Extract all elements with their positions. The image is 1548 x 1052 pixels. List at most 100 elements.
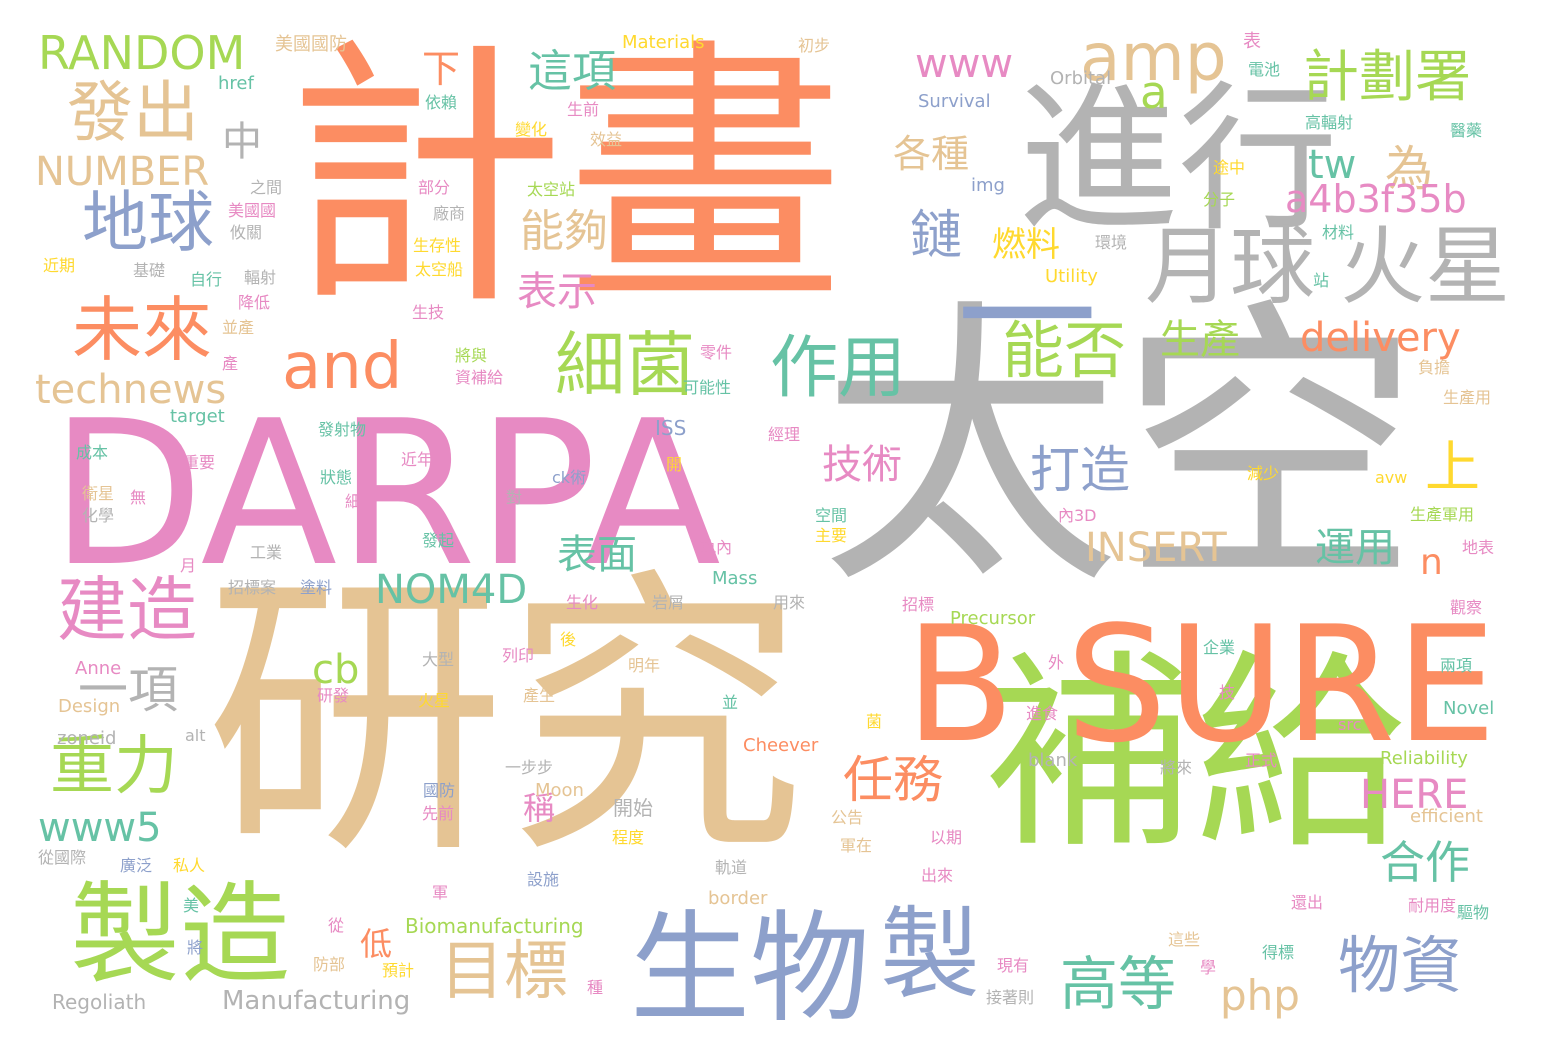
cloud-word-term-123: 細 (345, 492, 362, 511)
cloud-word-term-60: 低 (360, 925, 393, 963)
cloud-word-term-89: 環境 (1095, 233, 1128, 252)
cloud-word-term-189: 驅物 (1457, 903, 1490, 922)
cloud-word-term-78: 效益 (590, 130, 623, 149)
cloud-word-moon-170: Moon (535, 780, 584, 801)
cloud-word-term-127: 生產軍用 (1410, 505, 1475, 524)
cloud-word-term-135: 招標案 (228, 578, 277, 597)
cloud-word-term-35: 中 (222, 119, 262, 165)
cloud-word-term-33: 為 (1385, 141, 1434, 197)
cloud-word-term-100: 並產 (222, 318, 255, 337)
cloud-word-term-178: 從國際 (38, 848, 87, 867)
cloud-word-term-99: 生技 (412, 303, 445, 322)
cloud-word-term-122: 化學 (82, 506, 115, 525)
cloud-word-random-28: RANDOM (38, 26, 246, 80)
cloud-word-img-83: img (971, 175, 1005, 196)
cloud-word-term-169: 國防 (423, 781, 456, 800)
cloud-word-term-105: 可能性 (683, 378, 732, 397)
cloud-word-term-9: 製 (880, 896, 980, 1013)
cloud-word-term-137: 生化 (566, 593, 599, 612)
cloud-word-term-87: 攸關 (230, 223, 263, 242)
cloud-word-term-106: 負擔 (1418, 358, 1451, 377)
cloud-word-term-199: 接著則 (986, 988, 1035, 1007)
cloud-word-tw-38: tw (1308, 142, 1357, 188)
cloud-word-iss-110: ISS (655, 416, 687, 440)
cloud-word-term-186: 還出 (1291, 893, 1324, 912)
cloud-word-term-111: 經理 (768, 425, 801, 444)
cloud-word-term-41: 燃料 (992, 225, 1060, 265)
cloud-word-term-129: 工業 (250, 543, 283, 562)
cloud-word-orbital-71: Orbital (1050, 68, 1112, 89)
cloud-word-survival-73: Survival (918, 91, 991, 112)
cloud-word-term-179: 廣泛 (120, 856, 153, 875)
cloud-word-term-65: 美國國防 (275, 34, 347, 55)
cloud-word-term-13: 細菌 (555, 324, 695, 406)
cloud-word-blank-164: blank (1028, 750, 1078, 771)
cloud-word-src-163: src (1338, 715, 1362, 734)
cloud-word-reliability-165: Reliability (1380, 748, 1468, 769)
cloud-word-term-187: 耐用度 (1408, 896, 1457, 915)
cloud-word-insert-49: INSERT (1085, 525, 1227, 571)
cloud-word-term-80: 部分 (418, 178, 451, 197)
cloud-word-term-143: 後 (560, 630, 577, 649)
cloud-word-term-183: 出來 (921, 866, 954, 885)
cloud-word-manufacturing-62: Manufacturing (222, 986, 411, 1016)
cloud-word-term-104: 資補給 (455, 368, 504, 387)
cloud-word-a4b3f35b-39: a4b3f35b (1285, 177, 1467, 221)
cloud-word-term-22: 計劃署 (1303, 45, 1471, 110)
cloud-word-amp-20: amp (1080, 19, 1227, 96)
cloud-word-term-150: 產生 (523, 686, 556, 705)
cloud-word-term-144: 企業 (1203, 638, 1236, 657)
cloud-word-term-151: 外 (1048, 653, 1065, 672)
cloud-word-www5-56: www5 (38, 805, 162, 851)
cloud-word-term-57: 稱 (523, 789, 556, 827)
cloud-word-term-47: 技術 (822, 442, 902, 488)
cloud-word-here-58: HERE (1360, 772, 1469, 818)
cloud-word-term-120: 狀態 (320, 468, 353, 487)
cloud-word-term-139: 用來 (773, 593, 806, 612)
cloud-word-term-5: 補給 (985, 632, 1406, 877)
cloud-word-term-75: 高輻射 (1305, 113, 1354, 132)
cloud-word-number-34: NUMBER (35, 149, 210, 195)
cloud-word-term-157: 並 (722, 693, 739, 712)
cloud-word-term-16: 發出 (67, 74, 199, 151)
cloud-word-term-92: 基礎 (133, 261, 166, 280)
cloud-word-term-152: 兩項 (1440, 656, 1473, 675)
cloud-word-term-172: 公告 (831, 808, 864, 827)
cloud-word-delivery-44: delivery (1300, 315, 1461, 361)
cloud-word-darpa-3: DARPA (50, 378, 721, 611)
cloud-word-term-74: 生前 (567, 100, 600, 119)
cloud-word-term-46: 打造 (1030, 441, 1130, 499)
cloud-word-design-153: Design (58, 696, 121, 717)
cloud-word-term-98: 降低 (238, 293, 271, 312)
cloud-word-term-85: 美國國 (228, 201, 277, 220)
cloud-word-cheever-162: Cheever (743, 735, 819, 756)
cloud-word-materials-66: Materials (622, 32, 705, 53)
cloud-word-term-95: 站 (1313, 271, 1330, 290)
cloud-word-anne-147: Anne (75, 658, 122, 679)
cloud-word-term-42: 表示 (517, 269, 597, 315)
cloud-word-term-107: 生產用 (1443, 388, 1492, 407)
cloud-word-www-29: www (915, 41, 1014, 87)
cloud-word-term-197: 學 (1200, 958, 1217, 977)
cloud-word-term-96: 自行 (190, 270, 223, 289)
cloud-word-term-101: 將與 (455, 346, 488, 365)
cloud-word-mass-134: Mass (712, 568, 758, 589)
cloud-word-term-167: 將來 (1160, 758, 1193, 777)
cloud-word-term-19: 能否 (1002, 314, 1127, 387)
cloud-word-term-176: 以期 (930, 828, 963, 847)
cloud-word-utility-94: Utility (1045, 266, 1098, 287)
cloud-word-precursor-141: Precursor (950, 608, 1036, 629)
cloud-word-term-36: 下 (422, 47, 461, 91)
cloud-word-term-93: 太空船 (415, 260, 464, 279)
cloud-word-term-128: 主要 (815, 526, 848, 545)
cloud-word-term-25: 物資 (1338, 929, 1463, 1002)
cloud-word-term-174: 先前 (422, 804, 455, 823)
cloud-word-term-154: 火星 (418, 691, 451, 710)
cloud-word-term-180: 私人 (173, 856, 206, 875)
cloud-word-term-77: 變化 (515, 120, 548, 139)
cloud-word-term-4: 進行 (1018, 66, 1339, 253)
cloud-word-term-116: 減少 (1247, 464, 1280, 483)
cloud-word-php-61: php (1220, 971, 1300, 1020)
cloud-word-term-119: 無 (130, 488, 147, 507)
cloud-word-term-0: 計畫 (285, 17, 845, 343)
